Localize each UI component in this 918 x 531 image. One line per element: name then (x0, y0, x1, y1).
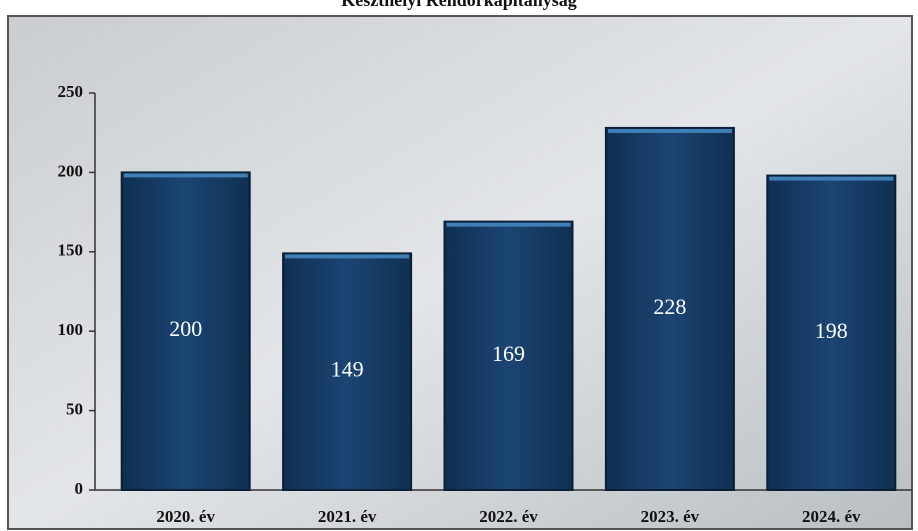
value-label: 169 (492, 341, 525, 366)
chart: Keszthelyi Rendőrkapitányság 0 50 100 150 20… (0, 0, 918, 531)
bar-highlight (447, 223, 571, 227)
x-tick-label: 2022. év (479, 507, 538, 526)
y-tick-label: 0 (75, 479, 84, 498)
y-tick-label: 50 (66, 400, 83, 419)
y-tick-label: 200 (58, 161, 84, 180)
value-label: 198 (815, 318, 848, 343)
value-label: 228 (653, 294, 686, 319)
x-tick-label: 2020. év (156, 507, 215, 526)
bar-highlight (608, 129, 732, 133)
bar-highlight (769, 177, 893, 181)
chart-title: Keszthelyi Rendőrkapitányság (341, 0, 577, 10)
x-tick-label: 2021. év (318, 507, 377, 526)
bar-highlight (285, 254, 409, 258)
bar-highlight (124, 173, 248, 177)
y-tick-label: 100 (58, 320, 84, 339)
y-tick-label: 150 (58, 241, 84, 260)
x-tick-label: 2023. év (641, 507, 700, 526)
y-tick-label: 250 (58, 82, 84, 101)
value-label: 149 (331, 357, 364, 382)
value-label: 200 (169, 316, 202, 341)
x-tick-label: 2024. év (802, 507, 861, 526)
